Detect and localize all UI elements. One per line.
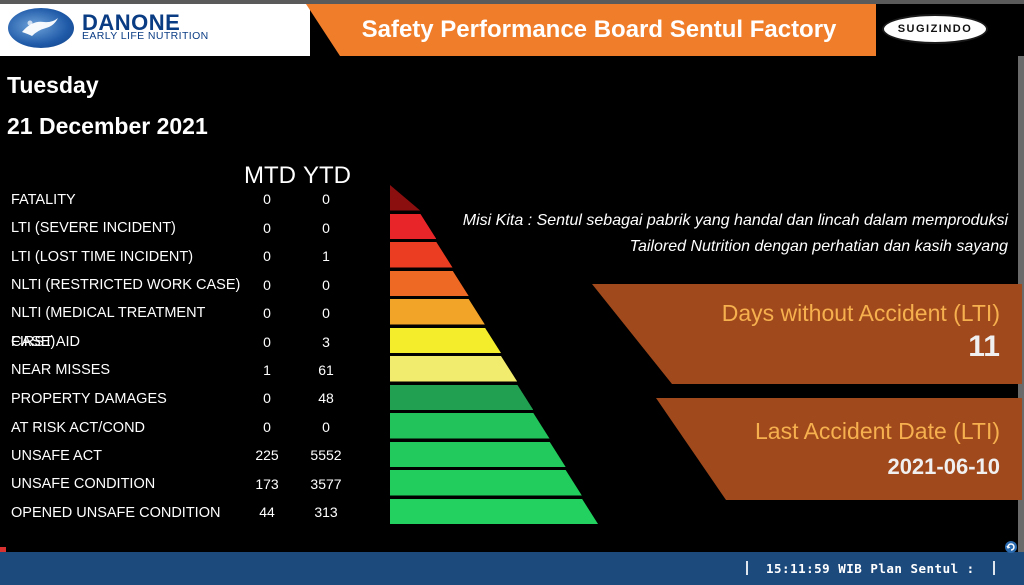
day-label: Tuesday bbox=[7, 72, 99, 98]
mtd-value: 0 bbox=[263, 191, 271, 207]
ytd-value: 3577 bbox=[310, 476, 342, 492]
ytd-value: 5552 bbox=[310, 447, 342, 463]
ytd-value: 0 bbox=[322, 277, 330, 293]
mtd-value: 0 bbox=[263, 305, 271, 321]
pyramid-level bbox=[390, 270, 469, 296]
ytd-value: 0 bbox=[322, 305, 330, 321]
mission-line-2: Tailored Nutrition dengan perhatian dan … bbox=[629, 238, 1008, 255]
sugizindo-logo: SUGIZINDO bbox=[882, 14, 988, 44]
last-accident-value: 2021-06-10 bbox=[887, 454, 1000, 479]
pyramid-level bbox=[390, 384, 534, 410]
pyramid-level bbox=[390, 299, 485, 325]
page-title: Safety Performance Board Sentul Factory bbox=[361, 16, 837, 43]
mission-line-1: Misi Kita : Sentul sebagai pabrik yang h… bbox=[462, 212, 1008, 229]
ytd-value: 48 bbox=[318, 390, 334, 406]
row-label-nlti-medical: NLTI (MEDICAL TREATMENT CASE) bbox=[11, 305, 206, 350]
row-label-unsafe-act: UNSAFE ACT bbox=[11, 448, 103, 464]
pyramid-level bbox=[390, 356, 518, 382]
ytd-value: 313 bbox=[314, 504, 338, 520]
mtd-value: 44 bbox=[259, 504, 275, 520]
pyramid-level bbox=[390, 498, 598, 524]
pyramid-level bbox=[390, 441, 566, 467]
last-accident-label: Last Accident Date (LTI) bbox=[754, 418, 1000, 444]
mtd-value: 1 bbox=[263, 362, 271, 378]
row-label-lti-lost-time: LTI (LOST TIME INCIDENT) bbox=[11, 249, 194, 265]
pyramid-level bbox=[390, 185, 421, 211]
row-label-fatality: FATALITY bbox=[11, 192, 76, 208]
row-label-near-misses: NEAR MISSES bbox=[11, 362, 111, 378]
pyramid-level bbox=[390, 327, 501, 353]
days-without-accident-panel: Days without Accident (LTI) 11 bbox=[592, 284, 1022, 384]
title-banner bbox=[306, 4, 876, 56]
row-label-unsafe-condition: UNSAFE CONDITION bbox=[11, 476, 156, 492]
mtd-value: 0 bbox=[263, 390, 271, 406]
brand-subtitle: EARLY LIFE NUTRITION bbox=[82, 30, 209, 42]
mtd-value: 0 bbox=[263, 277, 271, 293]
pyramid-level bbox=[390, 470, 582, 496]
mtd-value: 225 bbox=[255, 447, 279, 463]
ticker-separator bbox=[993, 561, 995, 575]
brand-name: DANONE bbox=[82, 10, 181, 35]
ticker-bar bbox=[0, 552, 1024, 585]
row-label-opened-unsafe-condition: OPENED UNSAFE CONDITION bbox=[11, 505, 221, 521]
mtd-header: MTD bbox=[244, 162, 296, 189]
refresh-icon[interactable] bbox=[1004, 540, 1018, 554]
ticker-separator bbox=[746, 561, 748, 575]
days-without-accident-label: Days without Accident (LTI) bbox=[721, 300, 1000, 326]
status-dot bbox=[0, 547, 6, 553]
danone-bird-icon bbox=[22, 18, 58, 36]
ticker-text: 15:11:59 WIB Plan Sentul : bbox=[766, 561, 975, 576]
mission-statement: Misi Kita : Sentul sebagai pabrik yang h… bbox=[410, 208, 1008, 260]
ytd-value: 0 bbox=[322, 220, 330, 236]
row-label-at-risk: AT RISK ACT/COND bbox=[11, 420, 146, 436]
mtd-value: 173 bbox=[255, 476, 279, 492]
ytd-value: 3 bbox=[322, 334, 330, 350]
mtd-value: 0 bbox=[263, 334, 271, 350]
ytd-header: YTD bbox=[303, 162, 351, 189]
last-accident-panel: Last Accident Date (LTI) 2021-06-10 bbox=[656, 398, 1022, 500]
top-border bbox=[0, 0, 1024, 4]
ytd-value: 0 bbox=[322, 419, 330, 435]
days-without-accident-value: 11 bbox=[968, 330, 1000, 363]
ytd-value: 0 bbox=[322, 191, 330, 207]
row-label-first-aid: FIRST AID bbox=[11, 334, 81, 350]
mtd-value: 0 bbox=[263, 419, 271, 435]
ytd-value: 61 bbox=[318, 362, 334, 378]
mtd-value: 0 bbox=[263, 248, 271, 264]
date-label: 21 December 2021 bbox=[7, 113, 208, 139]
mtd-value: 0 bbox=[263, 220, 271, 236]
row-label-property-damages: PROPERTY DAMAGES bbox=[11, 391, 167, 407]
ytd-value: 1 bbox=[322, 248, 330, 264]
row-label-lti-severe: LTI (SEVERE INCIDENT) bbox=[11, 220, 176, 236]
pyramid-level bbox=[390, 413, 550, 439]
row-label-nlti-restricted: NLTI (RESTRICTED WORK CASE) bbox=[11, 277, 241, 293]
